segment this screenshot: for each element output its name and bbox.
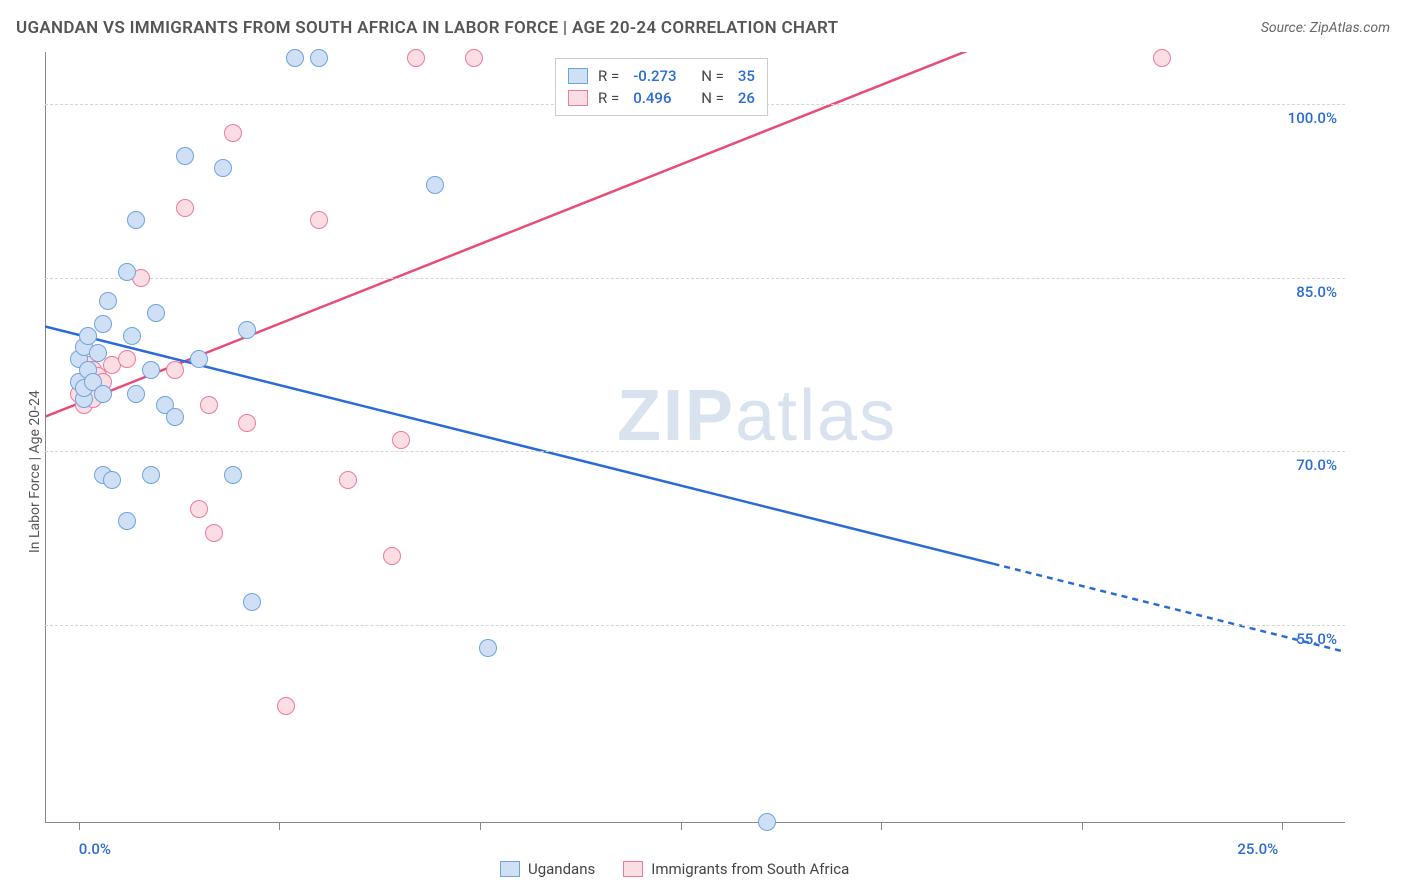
south_africa-point — [1153, 49, 1171, 67]
gridline — [45, 278, 1345, 279]
scatter-plot: ZIPatlas 55.0%70.0%85.0%100.0%0.0%25.0% — [45, 52, 1345, 822]
x-tick — [1282, 822, 1283, 830]
legend-r-value: -0.273 — [629, 67, 691, 85]
south_africa-point — [200, 396, 218, 414]
bottom-legend-item-ugandans: Ugandans — [500, 860, 595, 878]
south_africa-point — [224, 124, 242, 142]
south_africa-point — [238, 414, 256, 432]
bottom-legend-item-south_africa: Immigrants from South Africa — [623, 860, 849, 878]
ugandans-point — [243, 593, 261, 611]
ugandans-point — [214, 159, 232, 177]
gridline — [45, 625, 1345, 626]
ugandans-point — [127, 211, 145, 229]
ugandans-point — [103, 471, 121, 489]
ugandans-point — [123, 327, 141, 345]
x-tick-label: 25.0% — [1237, 840, 1278, 858]
ugandans-point — [238, 321, 256, 339]
legend-swatch — [623, 861, 643, 877]
south_africa-point — [176, 199, 194, 217]
south_africa-point — [310, 211, 328, 229]
x-tick — [279, 822, 280, 830]
south_africa-point — [383, 547, 401, 565]
y-axis-line — [45, 52, 46, 822]
ugandans-point — [426, 176, 444, 194]
legend-n-label: N = — [701, 89, 724, 107]
correlation-legend: R = -0.273 N = 35 R = 0.496 N = 26 — [555, 58, 768, 116]
y-tick-label: 55.0% — [1296, 630, 1337, 648]
south_africa-point — [277, 697, 295, 715]
legend-n-value: 26 — [734, 89, 755, 107]
watermark: ZIPatlas — [617, 375, 897, 457]
ugandans-point — [142, 361, 160, 379]
chart-title: UGANDAN VS IMMIGRANTS FROM SOUTH AFRICA … — [16, 18, 838, 38]
legend-row-south_africa: R = 0.496 N = 26 — [568, 87, 755, 109]
legend-swatch — [568, 90, 588, 106]
ugandans-point — [224, 466, 242, 484]
ugandans-point — [118, 512, 136, 530]
ugandans-point — [176, 147, 194, 165]
legend-n-label: N = — [701, 67, 724, 85]
x-tick — [881, 822, 882, 830]
x-axis-line — [45, 822, 1345, 823]
x-tick — [79, 822, 80, 830]
legend-swatch — [500, 861, 520, 877]
ugandans-point — [479, 639, 497, 657]
south_africa-point — [392, 431, 410, 449]
gridline — [45, 451, 1345, 452]
ugandans-point — [127, 385, 145, 403]
source-label: Source: ZipAtlas.com — [1261, 20, 1390, 36]
ugandans-point — [142, 466, 160, 484]
south_africa-point — [190, 500, 208, 518]
south_africa-point — [205, 524, 223, 542]
legend-r-value: 0.496 — [629, 89, 691, 107]
ugandans-point — [190, 350, 208, 368]
ugandans-point — [286, 49, 304, 67]
x-tick — [480, 822, 481, 830]
ugandans-point — [94, 315, 112, 333]
ugandans-point — [166, 408, 184, 426]
y-tick-label: 70.0% — [1296, 456, 1337, 474]
south_africa-point — [339, 471, 357, 489]
ugandans-point — [758, 813, 776, 831]
ugandans-point — [94, 385, 112, 403]
south_africa-point — [166, 361, 184, 379]
y-tick-label: 100.0% — [1288, 109, 1337, 127]
ugandans-point — [99, 292, 117, 310]
legend-row-ugandans: R = -0.273 N = 35 — [568, 65, 755, 87]
y-axis-label: In Labor Force | Age 20-24 — [27, 390, 43, 553]
series-legend: Ugandans Immigrants from South Africa — [500, 860, 849, 878]
ugandans-point — [147, 304, 165, 322]
trend-lines — [45, 52, 1345, 822]
ugandans-point — [118, 263, 136, 281]
south_africa-point — [465, 49, 483, 67]
legend-series-label: Ugandans — [528, 860, 595, 878]
legend-r-label: R = — [598, 89, 619, 107]
x-tick — [681, 822, 682, 830]
legend-swatch — [568, 68, 588, 84]
south_africa-point — [118, 350, 136, 368]
x-tick — [1082, 822, 1083, 830]
y-tick-label: 85.0% — [1296, 283, 1337, 301]
ugandans-point — [89, 344, 107, 362]
legend-r-label: R = — [598, 67, 619, 85]
legend-series-label: Immigrants from South Africa — [651, 860, 849, 878]
ugandans-point — [310, 49, 328, 67]
legend-n-value: 35 — [734, 67, 755, 85]
south_africa-point — [407, 49, 425, 67]
x-tick-label: 0.0% — [79, 840, 111, 858]
